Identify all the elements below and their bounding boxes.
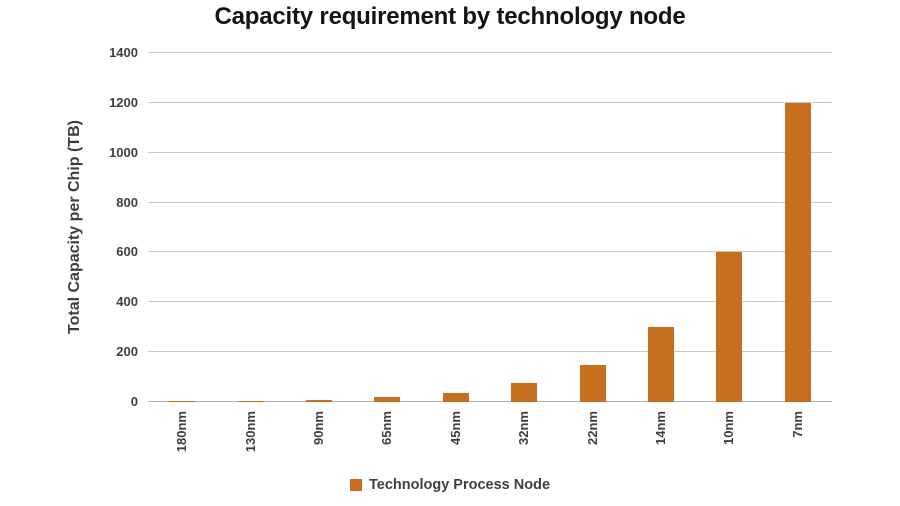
- legend-swatch: [349, 479, 362, 491]
- x-tick-label: 22nm: [584, 411, 600, 445]
- bar-7nm: [784, 102, 811, 402]
- x-tick-label: 130nm: [242, 411, 258, 453]
- legend: Technology Process Node: [0, 476, 900, 494]
- y-tick-label: 400: [116, 294, 138, 310]
- x-axis-line: [148, 401, 832, 402]
- y-tick-label: 0: [130, 394, 138, 409]
- bar-180nm: [169, 401, 196, 402]
- bar-14nm: [648, 327, 674, 402]
- gridline: [148, 101, 832, 103]
- plot-area: [148, 52, 832, 402]
- gridline: [148, 251, 832, 253]
- bar-32nm: [511, 383, 538, 402]
- y-tick-label: 1400: [109, 45, 138, 60]
- y-axis-title: Total Capacity per Chip (TB): [66, 120, 83, 334]
- x-tick-label: 180nm: [174, 411, 190, 453]
- x-tick-label: 45nm: [447, 411, 463, 445]
- x-tick-label: 10nm: [721, 411, 737, 445]
- x-tick-label: 90nm: [311, 411, 326, 445]
- y-tick-label: 1000: [109, 144, 138, 160]
- x-tick-label: 65nm: [379, 411, 395, 445]
- bar-22nm: [579, 364, 606, 402]
- bar-90nm: [306, 399, 332, 402]
- x-tick-label: 7nm: [789, 411, 805, 438]
- gridline: [148, 151, 832, 153]
- y-tick-label: 200: [116, 344, 138, 360]
- gridline: [148, 201, 832, 203]
- bar-130nm: [237, 400, 264, 402]
- x-tick-label: 32nm: [516, 411, 532, 445]
- x-tick-label: 14nm: [653, 411, 668, 445]
- chart-title: Capacity requirement by technology node: [214, 3, 686, 30]
- gridline: [148, 301, 832, 303]
- bar-10nm: [716, 252, 743, 402]
- bar-45nm: [442, 392, 469, 402]
- gridline: [148, 351, 832, 353]
- legend-label: Technology Process Node: [368, 477, 551, 493]
- y-tick-label: 800: [116, 194, 138, 210]
- y-tick-label: 600: [116, 244, 138, 260]
- bar-65nm: [374, 397, 401, 402]
- gridline: [148, 52, 832, 53]
- y-tick-label: 1200: [109, 94, 138, 110]
